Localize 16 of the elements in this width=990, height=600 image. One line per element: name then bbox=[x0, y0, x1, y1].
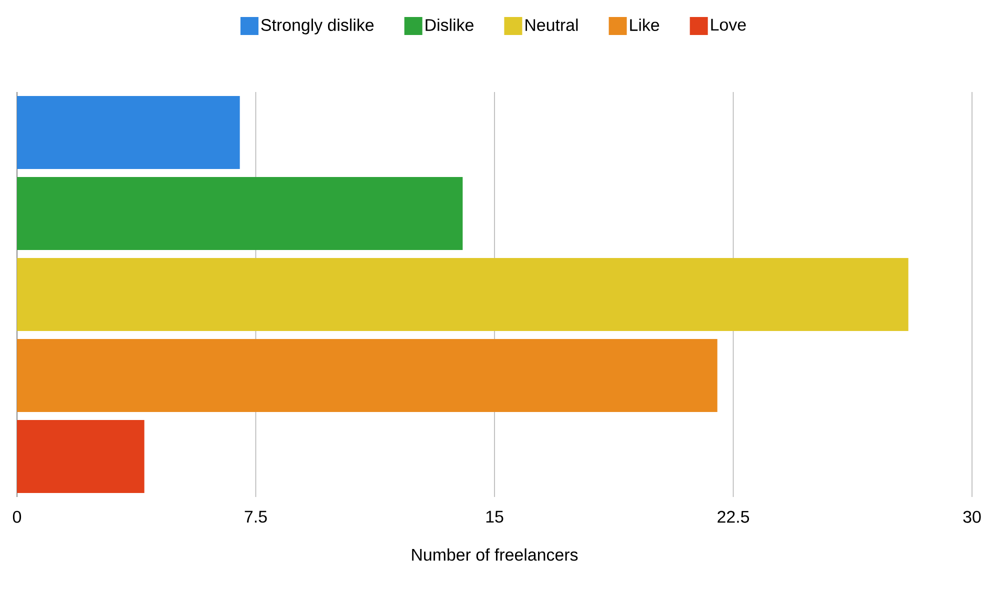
x-tick-label: 15 bbox=[486, 510, 504, 523]
legend-label: Neutral bbox=[526, 18, 578, 32]
x-axis-title: Number of freelancers bbox=[412, 548, 578, 561]
bar bbox=[17, 96, 240, 169]
x-tick-label: 0 bbox=[12, 510, 22, 523]
x-tick-label: 7.5 bbox=[244, 510, 267, 523]
x-tick-label: 30 bbox=[963, 510, 981, 523]
bar bbox=[17, 258, 908, 331]
legend-label: Like bbox=[630, 18, 660, 32]
legend-label: Love bbox=[711, 18, 746, 31]
bar bbox=[17, 339, 718, 412]
bar bbox=[17, 420, 144, 493]
x-tick-label: 22.5 bbox=[718, 510, 750, 523]
legend-label: Dislike bbox=[426, 18, 474, 32]
legend-label: Strongly dislike bbox=[261, 18, 374, 34]
bar bbox=[17, 177, 463, 250]
